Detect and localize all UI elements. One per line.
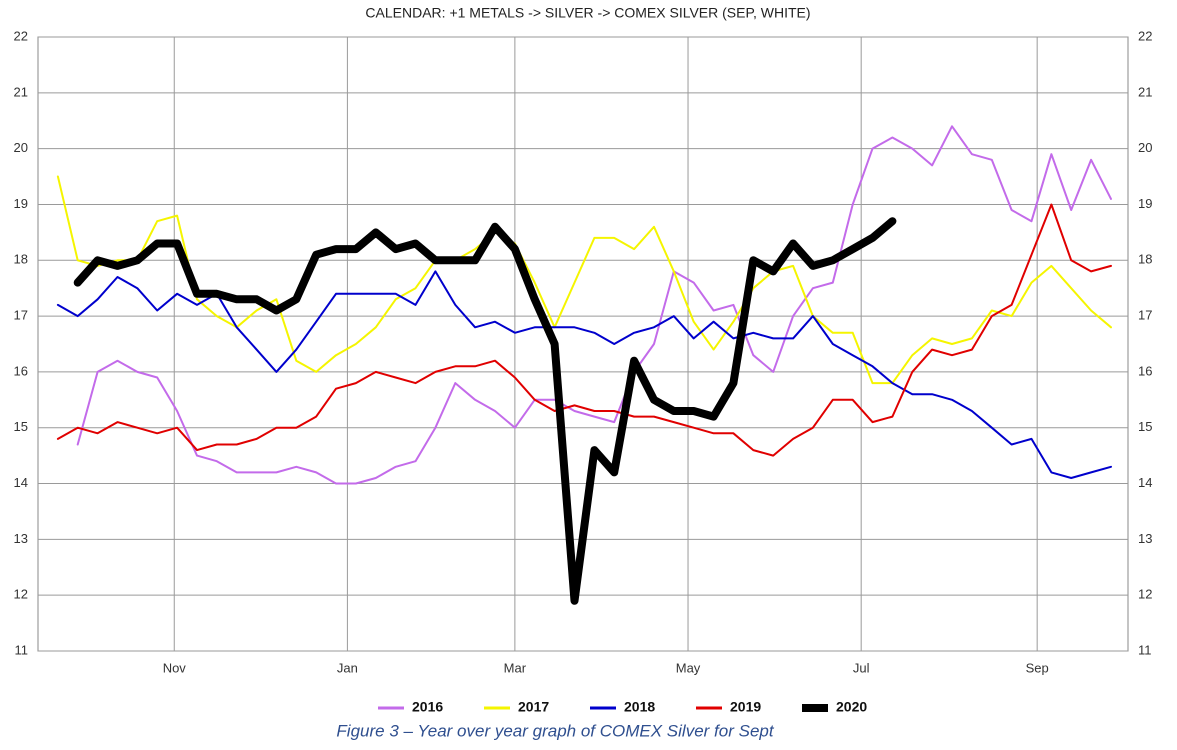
- y2-tick-label: 22: [1138, 28, 1152, 43]
- x-tick-label: Jan: [337, 660, 358, 675]
- series-line: [56, 203, 1112, 457]
- y2-tick-label: 11: [1138, 642, 1152, 657]
- y-tick-label: 14: [14, 475, 28, 490]
- y-tick-label: 17: [14, 308, 28, 323]
- y2-tick-label: 13: [1138, 531, 1152, 546]
- y2-tick-label: 20: [1138, 140, 1152, 155]
- legend-label: 2020: [836, 699, 867, 715]
- series-line: [56, 175, 1112, 385]
- y2-tick-label: 15: [1138, 419, 1152, 434]
- x-tick-label: Nov: [163, 660, 187, 675]
- chart-title: CALENDAR: +1 METALS -> SILVER -> COMEX S…: [365, 5, 810, 21]
- legend-label: 2018: [624, 699, 655, 715]
- y-tick-label: 20: [14, 140, 28, 155]
- y2-tick-label: 17: [1138, 308, 1152, 323]
- y-tick-label: 11: [15, 642, 29, 657]
- legend-label: 2017: [518, 699, 549, 715]
- legend-label: 2016: [412, 699, 443, 715]
- y-tick-label: 19: [14, 196, 28, 211]
- x-tick-label: Jul: [853, 660, 870, 675]
- y-tick-label: 21: [14, 84, 28, 99]
- series-line: [56, 270, 1112, 479]
- legend-label: 2019: [730, 699, 761, 715]
- y2-tick-label: 18: [1138, 252, 1152, 267]
- y-tick-label: 22: [14, 28, 28, 43]
- y2-tick-label: 16: [1138, 363, 1152, 378]
- y2-tick-label: 19: [1138, 196, 1152, 211]
- x-tick-label: May: [676, 660, 701, 675]
- y-tick-label: 15: [14, 419, 28, 434]
- y2-tick-label: 12: [1138, 587, 1152, 602]
- x-tick-label: Sep: [1026, 660, 1049, 675]
- series-line: [76, 125, 1112, 485]
- series-line: [73, 217, 897, 605]
- caption: Figure 3 – Year over year graph of COMEX…: [336, 721, 774, 740]
- y-tick-label: 12: [14, 587, 28, 602]
- y-tick-label: 13: [14, 531, 28, 546]
- y-tick-label: 18: [14, 252, 28, 267]
- x-tick-label: Mar: [504, 660, 527, 675]
- y2-tick-label: 21: [1138, 84, 1152, 99]
- y-tick-label: 16: [14, 363, 28, 378]
- y2-tick-label: 14: [1138, 475, 1152, 490]
